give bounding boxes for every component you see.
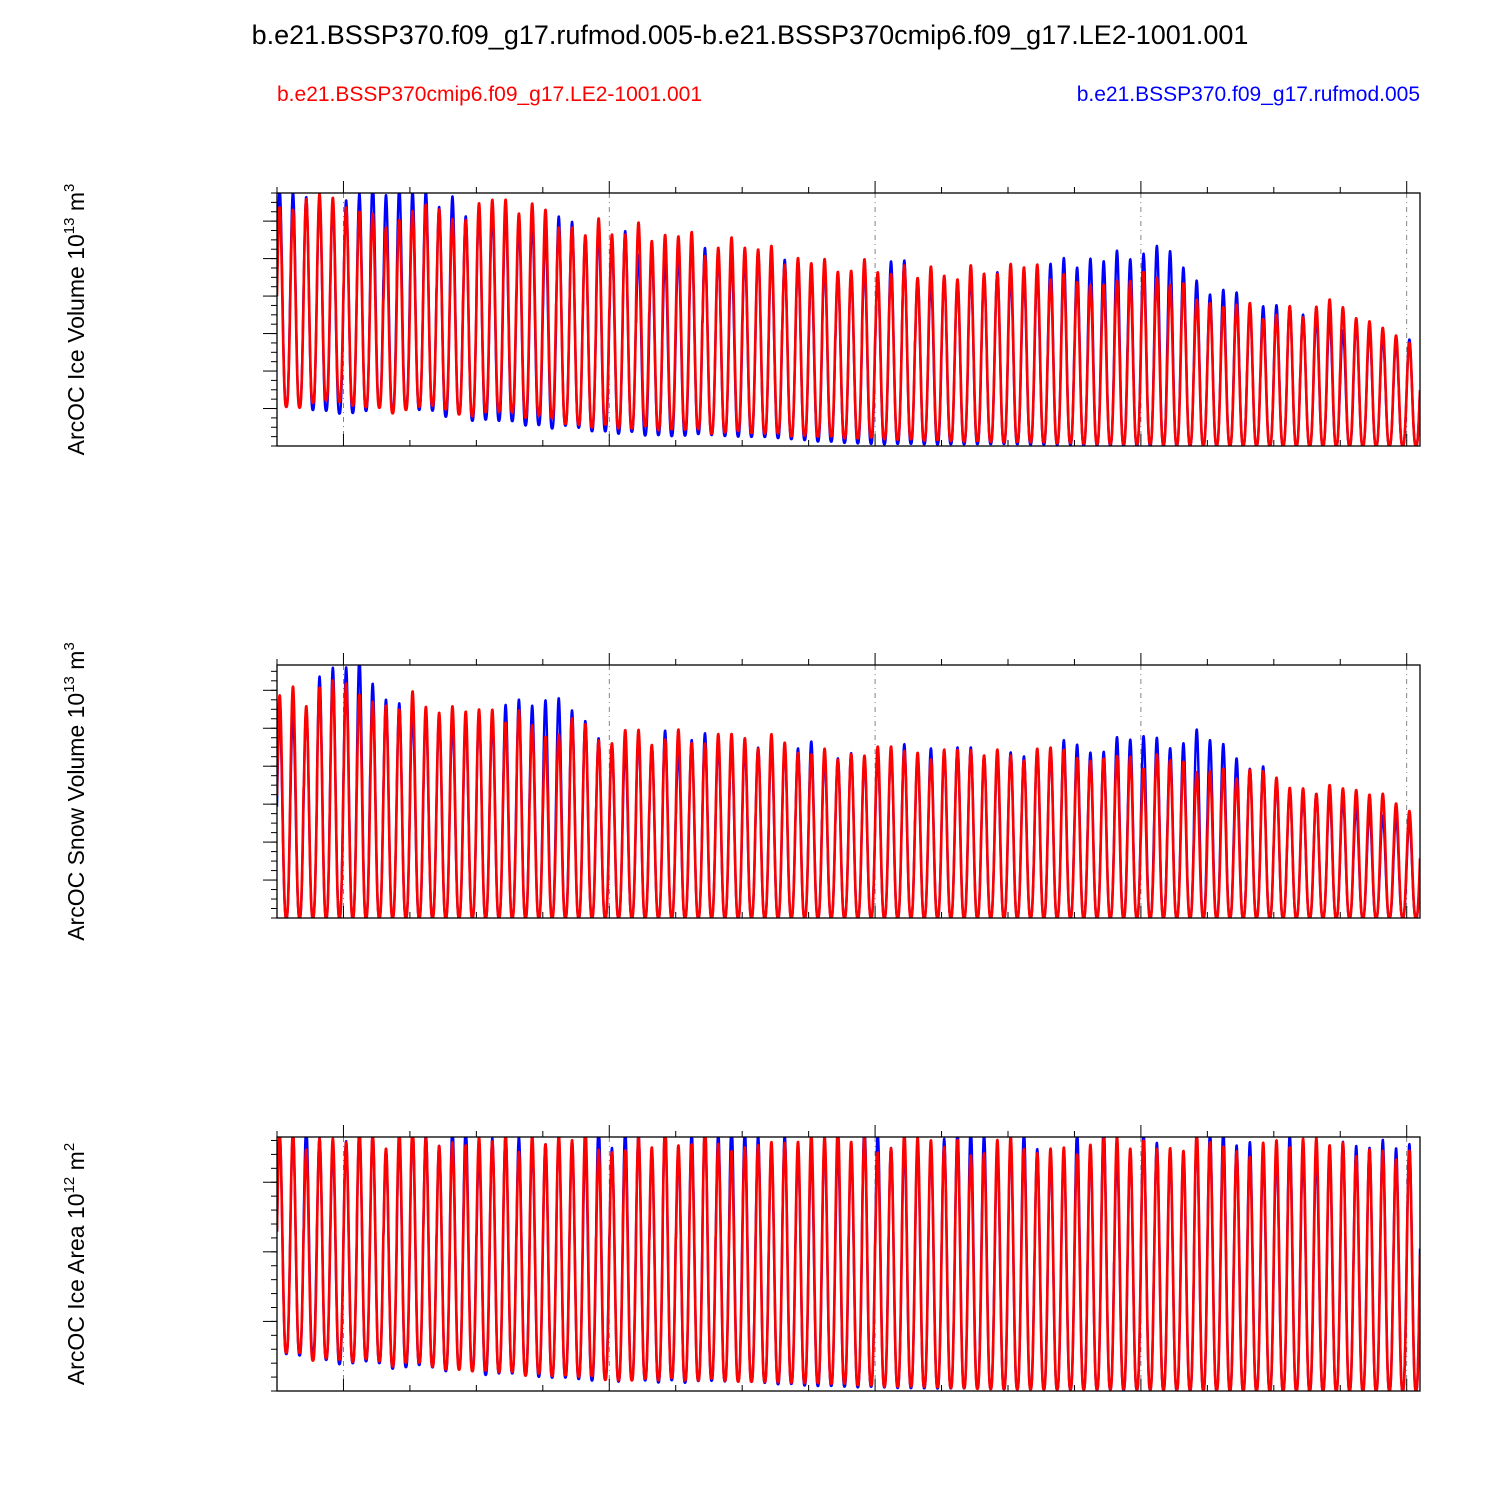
panels: ArcOC Ice Volume 1013 m3 ArcOC Snow Volum… <box>61 181 1421 1392</box>
snow_volume-ylabel: ArcOC Snow Volume 1013 m3 <box>61 642 89 941</box>
legend-blue-case: b.e21.BSSP370.f09_g17.rufmod.005 <box>1077 83 1420 106</box>
ice_area-panel: ArcOC Ice Area 1012 m2 <box>61 1125 1421 1392</box>
snow_volume-frame <box>276 664 1421 919</box>
ice_volume-series-red <box>277 193 1420 446</box>
snow_volume-panel: ArcOC Snow Volume 1013 m3 <box>61 642 1421 941</box>
ice_area-ylabel: ArcOC Ice Area 1012 m2 <box>61 1143 89 1385</box>
snow_volume-series-red <box>277 679 1420 918</box>
figure-title: b.e21.BSSP370.f09_g17.rufmod.005-b.e21.B… <box>252 20 1249 50</box>
ice_volume-frame <box>276 192 1421 447</box>
ice_area-series-red <box>277 1137 1420 1391</box>
ice_volume-ylabel: ArcOC Ice Volume 1013 m3 <box>61 184 89 456</box>
ice_volume-panel: ArcOC Ice Volume 1013 m3 <box>61 181 1421 456</box>
legend-red-case: b.e21.BSSP370cmip6.f09_g17.LE2-1001.001 <box>277 83 702 106</box>
ice_area-frame <box>276 1136 1421 1392</box>
